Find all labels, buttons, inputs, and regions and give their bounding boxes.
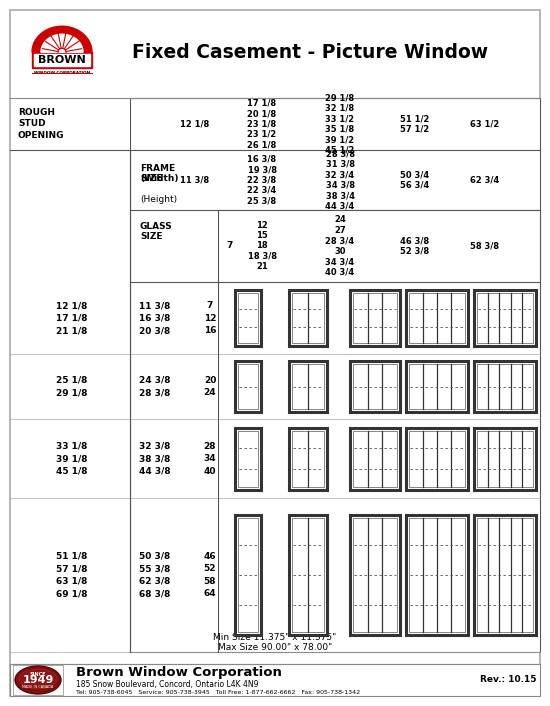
Text: 16 3/8
19 3/8
22 3/8
22 3/4
25 3/8: 16 3/8 19 3/8 22 3/8 22 3/4 25 3/8 [248, 155, 277, 205]
Text: 7
12
16: 7 12 16 [204, 301, 216, 335]
Polygon shape [32, 26, 92, 52]
Bar [13, 665, 63, 695]
Bar [235, 361, 261, 412]
Bar [130, 98, 540, 652]
Bar [350, 290, 400, 346]
Text: 28 3/8
31 3/8
32 3/4
34 3/8
38 3/4
44 3/4: 28 3/8 31 3/8 32 3/4 34 3/8 38 3/4 44 3/… [326, 150, 355, 210]
Bar [350, 361, 400, 412]
Bar [474, 515, 536, 635]
Text: 32 3/8
38 3/8
44 3/8: 32 3/8 38 3/8 44 3/8 [139, 442, 171, 476]
Ellipse shape [15, 666, 61, 694]
Text: MADE IN CANADA: MADE IN CANADA [23, 685, 54, 689]
Text: 51 1/8
57 1/8
63 1/8
69 1/8: 51 1/8 57 1/8 63 1/8 69 1/8 [56, 552, 88, 599]
Bar [474, 428, 536, 490]
Text: 1949: 1949 [23, 675, 54, 685]
Text: (Width): (Width) [140, 174, 179, 182]
Polygon shape [41, 35, 83, 52]
Bar [409, 293, 465, 343]
Text: 62 3/4: 62 3/4 [470, 176, 499, 184]
Text: 24 3/8
28 3/8: 24 3/8 28 3/8 [139, 376, 170, 397]
Bar [218, 210, 540, 282]
Bar [235, 515, 261, 635]
Text: Brown Window Corporation: Brown Window Corporation [76, 666, 282, 679]
Text: 33 1/8
39 1/8
45 1/8: 33 1/8 39 1/8 45 1/8 [56, 442, 88, 476]
Bar [10, 664, 540, 696]
Bar [292, 431, 324, 486]
Text: 12 1/8: 12 1/8 [180, 119, 210, 128]
Bar [406, 361, 468, 412]
Text: 51 1/2
57 1/2: 51 1/2 57 1/2 [400, 114, 430, 133]
Text: 46 3/8
52 3/8: 46 3/8 52 3/8 [400, 237, 430, 256]
Bar [353, 364, 397, 409]
Text: BROWN: BROWN [38, 55, 86, 65]
Text: ROUGH
STUD
OPENING: ROUGH STUD OPENING [18, 108, 64, 140]
Bar [409, 518, 465, 632]
Bar [477, 518, 533, 632]
Bar [406, 515, 468, 635]
Text: 25 1/8
29 1/8: 25 1/8 29 1/8 [56, 376, 88, 397]
Bar [353, 518, 397, 632]
Text: WINDOW CORPORATION: WINDOW CORPORATION [34, 71, 90, 76]
Text: 11 3/8: 11 3/8 [180, 176, 210, 184]
Text: Rev.: 10.15: Rev.: 10.15 [480, 676, 536, 685]
Text: 46
52
58
64: 46 52 58 64 [204, 552, 216, 599]
Text: 58 3/8: 58 3/8 [470, 241, 499, 251]
Text: 50 3/4
56 3/4: 50 3/4 56 3/4 [400, 170, 430, 190]
Text: 7: 7 [227, 241, 233, 251]
Text: 29 1/8
32 1/8
33 1/2
35 1/8
39 1/2
45 1/2: 29 1/8 32 1/8 33 1/2 35 1/8 39 1/2 45 1/… [325, 93, 355, 155]
Text: 28
34
40: 28 34 40 [204, 442, 216, 476]
Text: (Height): (Height) [140, 196, 177, 205]
Bar [292, 518, 324, 632]
Text: GLASS
SIZE: GLASS SIZE [140, 222, 173, 241]
Bar [474, 290, 536, 346]
Text: 17 1/8
20 1/8
23 1/8
23 1/2
26 1/8: 17 1/8 20 1/8 23 1/8 23 1/2 26 1/8 [248, 99, 277, 149]
Bar [406, 428, 468, 490]
Text: 11 3/8
16 3/8
20 3/8: 11 3/8 16 3/8 20 3/8 [139, 301, 170, 335]
Bar [235, 290, 261, 346]
Bar [238, 518, 258, 632]
Bar [238, 431, 258, 486]
Text: Min Size 11.375" x 11.375": Min Size 11.375" x 11.375" [213, 633, 337, 642]
Bar [292, 293, 324, 343]
Text: 12 1/8
17 1/8
21 1/8: 12 1/8 17 1/8 21 1/8 [56, 301, 88, 335]
Bar [406, 290, 468, 346]
Bar [292, 364, 324, 409]
Bar [235, 428, 261, 490]
Bar [353, 293, 397, 343]
Text: 63 1/2: 63 1/2 [470, 119, 499, 128]
Text: SINCE: SINCE [30, 671, 46, 676]
Bar [353, 431, 397, 486]
Text: Tel: 905-738-6045   Service: 905-738-3945   Toll Free: 1-877-662-6662   Fax: 905: Tel: 905-738-6045 Service: 905-738-3945 … [76, 690, 360, 695]
Text: 12
15
18
18 3/8
21: 12 15 18 18 3/8 21 [248, 221, 277, 271]
Bar [238, 293, 258, 343]
Bar [350, 428, 400, 490]
Bar [474, 361, 536, 412]
Bar [477, 364, 533, 409]
Bar [409, 431, 465, 486]
Bar [477, 293, 533, 343]
Bar [238, 364, 258, 409]
Bar [409, 364, 465, 409]
Text: 24
27
28 3/4
30
34 3/4
40 3/4: 24 27 28 3/4 30 34 3/4 40 3/4 [326, 215, 355, 277]
Bar [289, 515, 327, 635]
Bar [477, 431, 533, 486]
Text: 20
24: 20 24 [204, 376, 216, 397]
Ellipse shape [19, 669, 57, 689]
Bar [350, 515, 400, 635]
Text: FRAME
SIZE: FRAME SIZE [140, 164, 175, 184]
Bar [289, 428, 327, 490]
Text: 50 3/8
55 3/8
62 3/8
68 3/8: 50 3/8 55 3/8 62 3/8 68 3/8 [139, 552, 170, 599]
Bar [34, 54, 90, 66]
Bar [32, 52, 92, 68]
Text: Max Size 90.00" x 78.00": Max Size 90.00" x 78.00" [218, 642, 332, 652]
Bar [289, 290, 327, 346]
Bar [289, 361, 327, 412]
Text: 185 Snow Boulevard, Concord, Ontario L4K 4N9: 185 Snow Boulevard, Concord, Ontario L4K… [76, 681, 258, 689]
Text: Fixed Casement - Picture Window: Fixed Casement - Picture Window [132, 43, 488, 61]
